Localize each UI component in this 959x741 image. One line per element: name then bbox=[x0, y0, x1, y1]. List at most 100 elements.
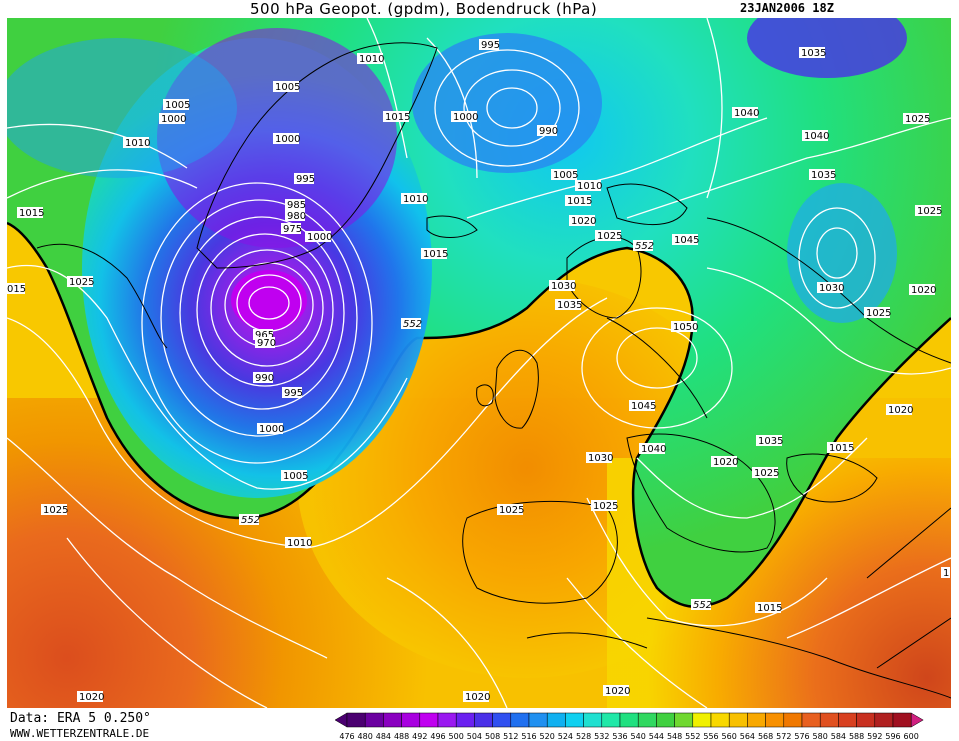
valid-date: 23JAN2006 18Z bbox=[740, 1, 834, 15]
pressure-label: 1025 bbox=[593, 501, 618, 512]
pressure-label: 1020 bbox=[571, 216, 596, 227]
legend-tick-label: 532 bbox=[594, 732, 609, 741]
geopotential-labels: 552 552 552 552 bbox=[239, 240, 712, 611]
pressure-label: 1020 bbox=[713, 457, 738, 468]
legend-tick-label: 564 bbox=[740, 732, 755, 741]
pressure-label: 1035 bbox=[811, 170, 836, 181]
pressure-label: 1025 bbox=[499, 505, 524, 516]
legend-swatch bbox=[492, 712, 512, 728]
pressure-label: 1000 bbox=[259, 424, 284, 435]
pressure-label: 1000 bbox=[161, 114, 186, 125]
legend-tick-label: 520 bbox=[540, 732, 555, 741]
pressure-label: 1010 bbox=[359, 54, 384, 65]
pressure-label: 1 bbox=[943, 568, 949, 579]
chart-title: 500 hPa Geopot. (gpdm), Bodendruck (hPa) bbox=[250, 0, 598, 18]
pressure-label: 975 bbox=[283, 224, 302, 235]
legend-swatch bbox=[419, 712, 439, 728]
legend-swatch bbox=[656, 712, 675, 728]
legend-swatch bbox=[528, 712, 548, 728]
isobars bbox=[7, 18, 951, 708]
pressure-labels: 1010 1005 1000 1005 1000 1010 995 1015 1… bbox=[7, 39, 950, 703]
legend-swatch bbox=[783, 712, 803, 728]
pressure-label: 1030 bbox=[551, 281, 576, 292]
pressure-label: 1005 bbox=[165, 100, 190, 111]
pressure-label: 980 bbox=[287, 211, 306, 222]
legend-tick-label: 496 bbox=[430, 732, 445, 741]
pressure-label: 990 bbox=[539, 126, 558, 137]
pressure-label: 1035 bbox=[801, 48, 826, 59]
legend-tick-label: 512 bbox=[503, 732, 518, 741]
legend-swatch bbox=[728, 712, 748, 728]
geopotential-label: 552 bbox=[403, 319, 422, 330]
legend-tick-label: 544 bbox=[649, 732, 664, 741]
pressure-label: 1045 bbox=[674, 235, 699, 246]
pressure-label: 1015 bbox=[385, 112, 410, 123]
legend-tick-label: 528 bbox=[576, 732, 591, 741]
legend-tick-label: 576 bbox=[794, 732, 809, 741]
legend-swatch bbox=[346, 712, 366, 728]
weather-map: 1010 1005 1000 1005 1000 1010 995 1015 1… bbox=[7, 18, 951, 708]
legend-tick-label: 484 bbox=[376, 732, 391, 741]
legend-tick-label: 600 bbox=[904, 732, 919, 741]
legend-tick-label: 476 bbox=[339, 732, 354, 741]
pressure-label: 995 bbox=[284, 388, 303, 399]
pressure-label: 1010 bbox=[287, 538, 312, 549]
pressure-label: 1010 bbox=[125, 138, 150, 149]
legend-swatch bbox=[819, 712, 839, 728]
legend-arrow-left bbox=[334, 712, 348, 728]
pressure-label: 1025 bbox=[43, 505, 68, 516]
legend-swatch bbox=[765, 712, 785, 728]
pressure-label: 1020 bbox=[465, 692, 490, 703]
pressure-label: 1010 bbox=[577, 181, 602, 192]
legend-tick-label: 568 bbox=[758, 732, 773, 741]
legend-tick-label: 480 bbox=[358, 732, 373, 741]
legend-swatch bbox=[874, 712, 894, 728]
pressure-label: 1035 bbox=[557, 300, 582, 311]
legend-tick-label: 524 bbox=[558, 732, 573, 741]
legend-swatch bbox=[383, 712, 402, 728]
legend-tick-label: 500 bbox=[449, 732, 464, 741]
legend-tick-label: 588 bbox=[849, 732, 864, 741]
legend-swatch bbox=[601, 712, 621, 728]
legend-swatch bbox=[455, 712, 475, 728]
geopotential-label: 552 bbox=[241, 515, 260, 526]
pressure-label: 1015 bbox=[829, 443, 854, 454]
pressure-label: 1025 bbox=[866, 308, 891, 319]
legend-swatch bbox=[583, 712, 603, 728]
legend-tick-label: 492 bbox=[412, 732, 427, 741]
pressure-label: 1010 bbox=[403, 194, 428, 205]
legend-tick-label: 580 bbox=[813, 732, 828, 741]
legend-swatch bbox=[437, 712, 457, 728]
pressure-label: 1025 bbox=[754, 468, 779, 479]
pressure-label: 1020 bbox=[79, 692, 104, 703]
legend-tick-label: 488 bbox=[394, 732, 409, 741]
pressure-label: 1005 bbox=[275, 82, 300, 93]
pressure-label: 1005 bbox=[283, 471, 308, 482]
legend-tick-label: 536 bbox=[612, 732, 627, 741]
legend-swatch bbox=[364, 712, 384, 728]
legend-swatch bbox=[401, 712, 421, 728]
color-legend: 476 480 484 488 492 496 500 504 508 512 516 520 524 5… bbox=[334, 712, 924, 741]
pressure-label: 1045 bbox=[631, 401, 656, 412]
pressure-label: 1000 bbox=[275, 134, 300, 145]
pressure-label: 1040 bbox=[734, 108, 759, 119]
pressure-label: 970 bbox=[257, 338, 276, 349]
legend-tick-label: 548 bbox=[667, 732, 682, 741]
legend-swatch bbox=[801, 712, 821, 728]
legend-tick-label: 540 bbox=[631, 732, 646, 741]
website-credit: WWW.WETTERZENTRALE.DE bbox=[10, 727, 150, 740]
pressure-label: 1040 bbox=[641, 444, 666, 455]
pressure-label: 990 bbox=[255, 373, 274, 384]
legend-swatch bbox=[637, 712, 657, 728]
legend-swatch bbox=[565, 712, 584, 728]
legend-swatch bbox=[510, 712, 530, 728]
legend-tick-label: 508 bbox=[485, 732, 500, 741]
pressure-label: 995 bbox=[481, 40, 500, 51]
pressure-label: 1030 bbox=[588, 453, 613, 464]
pressure-label: 985 bbox=[287, 200, 306, 211]
legend-swatch bbox=[747, 712, 766, 728]
geopotential-552-line bbox=[7, 221, 951, 608]
pressure-label: 1025 bbox=[905, 114, 930, 125]
pressure-label: 1015 bbox=[757, 603, 782, 614]
legend-swatch bbox=[692, 712, 712, 728]
